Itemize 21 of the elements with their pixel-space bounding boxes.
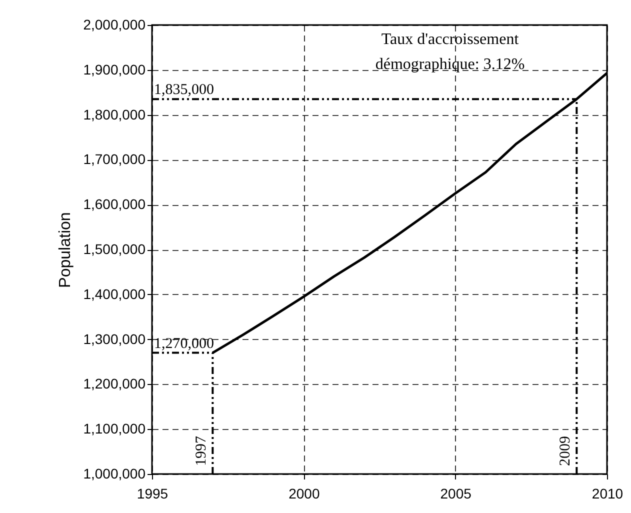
ref-line-label: 1,270,000: [154, 336, 214, 352]
y-tick-label: 1,500,000: [83, 241, 146, 257]
y-tick-label: 1,800,000: [83, 106, 146, 122]
x-tick-label: 2010: [592, 486, 624, 502]
y-tick-label: 1,400,000: [83, 286, 146, 302]
x-tick-label: 1995: [136, 486, 168, 502]
y-tick-label: 1,700,000: [83, 151, 146, 168]
x-tick-label: 2005: [440, 486, 472, 502]
y-tick-label: 2,000,000: [83, 16, 146, 32]
x-tick-label: 2000: [288, 486, 320, 502]
y-axis-title: Population: [57, 212, 74, 288]
y-tick-label: 1,900,000: [83, 61, 146, 78]
ref-line-label: 1,835,000: [154, 82, 214, 98]
y-tick-label: 1,300,000: [83, 330, 146, 347]
y-tick-label: 1,200,000: [83, 376, 146, 392]
ref-line-label: 2009: [558, 436, 574, 466]
y-tick-label: 1,100,000: [83, 420, 146, 437]
y-tick-label: 1,000,000: [83, 466, 146, 482]
y-tick-label: 1,600,000: [83, 196, 146, 212]
annotation: Taux d'accroissement démographique: 3.12%: [375, 31, 525, 73]
ref-line-label: 1997: [194, 436, 210, 466]
